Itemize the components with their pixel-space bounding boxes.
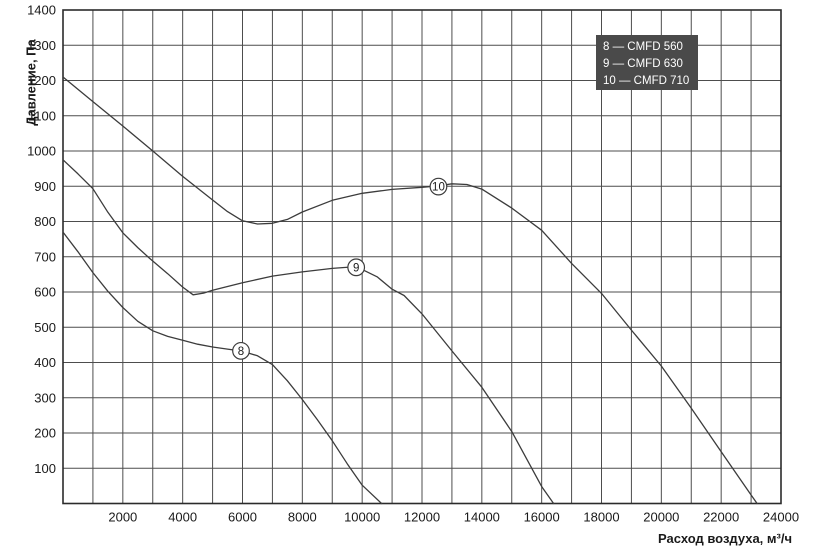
x-tick-label: 8000: [288, 510, 317, 525]
y-tick-label: 1400: [27, 3, 56, 18]
x-tick-label: 10000: [344, 510, 380, 525]
curve-marker-label-10: 10: [432, 182, 445, 194]
legend-entry-cmfd-710: 10 — CMFD 710: [603, 75, 690, 88]
y-tick-label: 500: [34, 320, 56, 335]
curve-cmfd-630: [62, 159, 555, 505]
y-tick-label: 900: [34, 179, 56, 194]
legend: 8 — CMFD 560 9 — CMFD 630 10 — CMFD 710: [596, 35, 698, 90]
x-tick-label: 20000: [643, 510, 679, 525]
curve-cmfd-710: [62, 76, 758, 505]
curve-marker-label-9: 9: [353, 262, 359, 274]
y-tick-label: 400: [34, 355, 56, 370]
x-tick-label: 24000: [763, 510, 799, 525]
y-axis-title: Давление, Па: [23, 39, 39, 126]
legend-entry-cmfd-560: 8 — CMFD 560: [603, 40, 683, 53]
x-tick-label: 12000: [404, 510, 440, 525]
x-tick-label: 4000: [168, 510, 197, 525]
y-tick-label: 700: [34, 249, 56, 264]
y-tick-label: 800: [34, 214, 56, 229]
x-tick-label: 16000: [524, 510, 560, 525]
curve-marker-label-8: 8: [238, 346, 244, 358]
y-tick-label: 100: [34, 461, 56, 476]
plot-frame: [62, 9, 782, 505]
curve-marker-9: [347, 258, 366, 277]
y-tick-label: 1200: [27, 73, 56, 88]
x-tick-label: 22000: [703, 510, 739, 525]
x-tick-label: 2000: [108, 510, 137, 525]
y-tick-label: 1100: [28, 108, 56, 123]
curve-cmfd-560: [62, 231, 383, 505]
y-tick-label: 300: [34, 390, 56, 405]
y-tick-label: 200: [34, 426, 56, 441]
curve-marker-10: [429, 177, 448, 196]
x-axis-title: Расход воздуха, м³/ч: [658, 531, 792, 546]
x-tick-label: 18000: [583, 510, 619, 525]
curve-marker-8: [232, 341, 250, 360]
x-tick-label: 6000: [228, 510, 257, 525]
y-tick-label: 600: [34, 285, 56, 300]
y-tick-label: 1000: [27, 144, 56, 159]
y-tick-label: 1300: [27, 38, 56, 53]
x-tick-label: 14000: [464, 510, 500, 525]
legend-entry-cmfd-630: 9 — CMFD 630: [603, 57, 683, 70]
